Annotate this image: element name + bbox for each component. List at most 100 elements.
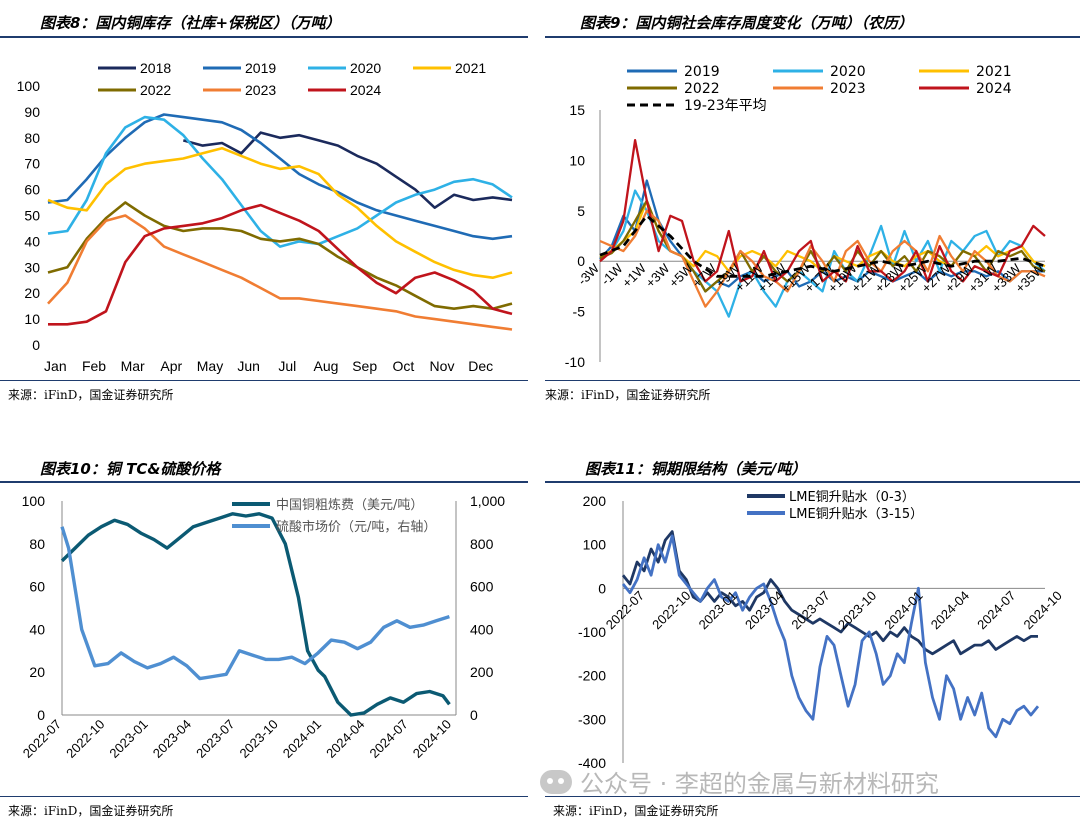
panel11-title-rule (545, 481, 1080, 483)
y-left-tick-40: 40 (29, 621, 45, 637)
x-tick-1W: +1W (619, 260, 649, 290)
x-tick-May: May (197, 358, 223, 374)
legend-label-left-axis: 中国铜粗炼费（美元/吨） (276, 498, 423, 513)
x-tick-Dec: Dec (468, 358, 493, 374)
y-tick-200: 200 (583, 493, 607, 509)
y-tick-80: 80 (24, 130, 40, 146)
panel8-bottom-rule (0, 380, 528, 381)
series-line-2024 (599, 139, 1046, 283)
y-tick-50: 50 (24, 208, 40, 224)
x-tick-2024-07: 2024-07 (974, 588, 1018, 632)
chart-weekly-inventory-change: -10-5051015-3W-1W+1W+3W+5W+7W+9W+11W+13W… (565, 64, 1048, 370)
y-right-tick-1000: 1,000 (470, 493, 505, 509)
y-right-tick-600: 600 (470, 579, 494, 595)
y-right-tick-0: 0 (470, 707, 478, 723)
y-tick-0: 0 (577, 253, 585, 269)
series-line-left-axis (60, 512, 451, 717)
x-tick-Jul: Jul (278, 358, 296, 374)
series-line-2020 (47, 115, 513, 248)
legend-label-2020: 2020 (830, 64, 866, 80)
x-tick-Aug: Aug (314, 358, 339, 374)
y-tick--100: -100 (578, 624, 606, 640)
x-tick-2024-04: 2024-04 (323, 717, 367, 761)
legend-label-2021: 2021 (976, 64, 1012, 80)
series-line-2018 (182, 131, 513, 209)
y-tick--10: -10 (565, 354, 585, 370)
x-tick-2023-01: 2023-01 (106, 717, 150, 761)
legend-label-2019: 2019 (684, 64, 720, 80)
y-tick-60: 60 (24, 182, 40, 198)
x-tick-2023-04: 2023-04 (150, 717, 194, 761)
y-right-tick-200: 200 (470, 664, 494, 680)
series-line-2024 (48, 203, 513, 326)
x-tick-2023-10: 2023-10 (236, 717, 280, 761)
panel8-title-rule (0, 36, 528, 38)
x-tick-2022-07: 2022-07 (603, 588, 647, 632)
y-tick--200: -200 (578, 668, 606, 684)
panel9-bottom-rule (545, 380, 1080, 381)
watermark-text: 公众号 · 李超的金属与新材料研究 (580, 770, 939, 798)
series-line-right-axis (60, 526, 450, 681)
panel9-title: 图表9：国内铜社会库存周度变化（万吨）（农历） (580, 14, 913, 32)
x-tick-2022-07: 2022-07 (20, 717, 64, 761)
x-tick-Oct: Oct (392, 358, 414, 374)
panel11-source: 来源：iFinD，国金证券研究所 (553, 804, 719, 818)
x-tick-2024-10: 2024-10 (410, 717, 454, 761)
x-tick-Mar: Mar (121, 358, 145, 374)
chart-tc-sulfuric-acid: 02040608010002004006008001,0002022-07202… (20, 493, 505, 761)
panel11-title: 图表11：铜期限结构（美元/吨） (585, 460, 807, 478)
y-right-tick-800: 800 (470, 536, 494, 552)
x-tick-2024-01: 2024-01 (881, 588, 925, 632)
y-tick-0: 0 (598, 580, 606, 596)
series-line-19-23 (599, 214, 1046, 278)
panel9-source: 来源：iFinD，国金证券研究所 (545, 388, 711, 402)
legend-label-2024: 2024 (350, 82, 381, 98)
x-tick-2023-07: 2023-07 (193, 717, 237, 761)
legend-label-2023: 2023 (245, 82, 276, 98)
panel10-title-rule (0, 481, 528, 483)
x-tick-2024-07: 2024-07 (366, 717, 410, 761)
legend-label-19-23: 19-23年平均 (684, 98, 767, 114)
y-tick-70: 70 (24, 156, 40, 172)
y-tick--5: -5 (573, 304, 586, 320)
series-line-2022 (47, 201, 513, 310)
x-tick-Sep: Sep (352, 358, 377, 374)
chart-copper-inventory: 0 10 20 30 40 50 60 70 80 90 100 Jan Feb Mar Apr May Jun… (17, 60, 513, 374)
x-tick-Jan: Jan (44, 358, 67, 374)
y-right-tick-400: 400 (470, 621, 494, 637)
y-tick--300: -300 (578, 711, 606, 727)
panel8-source: 来源：iFinD，国金证券研究所 (8, 388, 174, 402)
legend-label-2024: 2024 (976, 81, 1012, 97)
panel10-bottom-rule (0, 796, 528, 797)
x-tick-Feb: Feb (82, 358, 106, 374)
x-tick-2023-01: 2023-01 (696, 588, 740, 632)
y-left-tick-20: 20 (29, 664, 45, 680)
panel10-source: 来源：iFinD，国金证券研究所 (8, 804, 174, 818)
legend-label-2019: 2019 (245, 60, 276, 76)
x-tick-2022-10: 2022-10 (649, 588, 693, 632)
x-tick-2023-10: 2023-10 (835, 588, 879, 632)
legend-label-3-15: LME铜升贴水（3-15） (789, 507, 923, 522)
legend-label-2020: 2020 (350, 60, 381, 76)
x-tick-2022-10: 2022-10 (63, 717, 107, 761)
legend-label-2023: 2023 (830, 81, 866, 97)
y-left-tick-80: 80 (29, 536, 45, 552)
y-tick-100: 100 (583, 537, 607, 553)
y-tick-40: 40 (24, 233, 40, 249)
y-tick-0: 0 (32, 337, 40, 353)
legend-label-2022: 2022 (684, 81, 720, 97)
panel9-title-rule (545, 36, 1080, 38)
x-tick-Jun: Jun (237, 358, 260, 374)
series-line-0-3 (621, 530, 1038, 656)
x-tick-Apr: Apr (160, 358, 182, 374)
x-tick-Nov: Nov (430, 358, 455, 374)
y-tick--400: -400 (578, 755, 606, 771)
y-tick-30: 30 (24, 259, 40, 275)
y-left-tick-0: 0 (37, 707, 45, 723)
series-line-2021 (47, 146, 513, 279)
y-tick-10: 10 (569, 152, 585, 168)
series-line-2019 (47, 113, 513, 241)
panel11-bottom-rule (545, 796, 1080, 797)
series-line-3-15 (621, 534, 1040, 739)
